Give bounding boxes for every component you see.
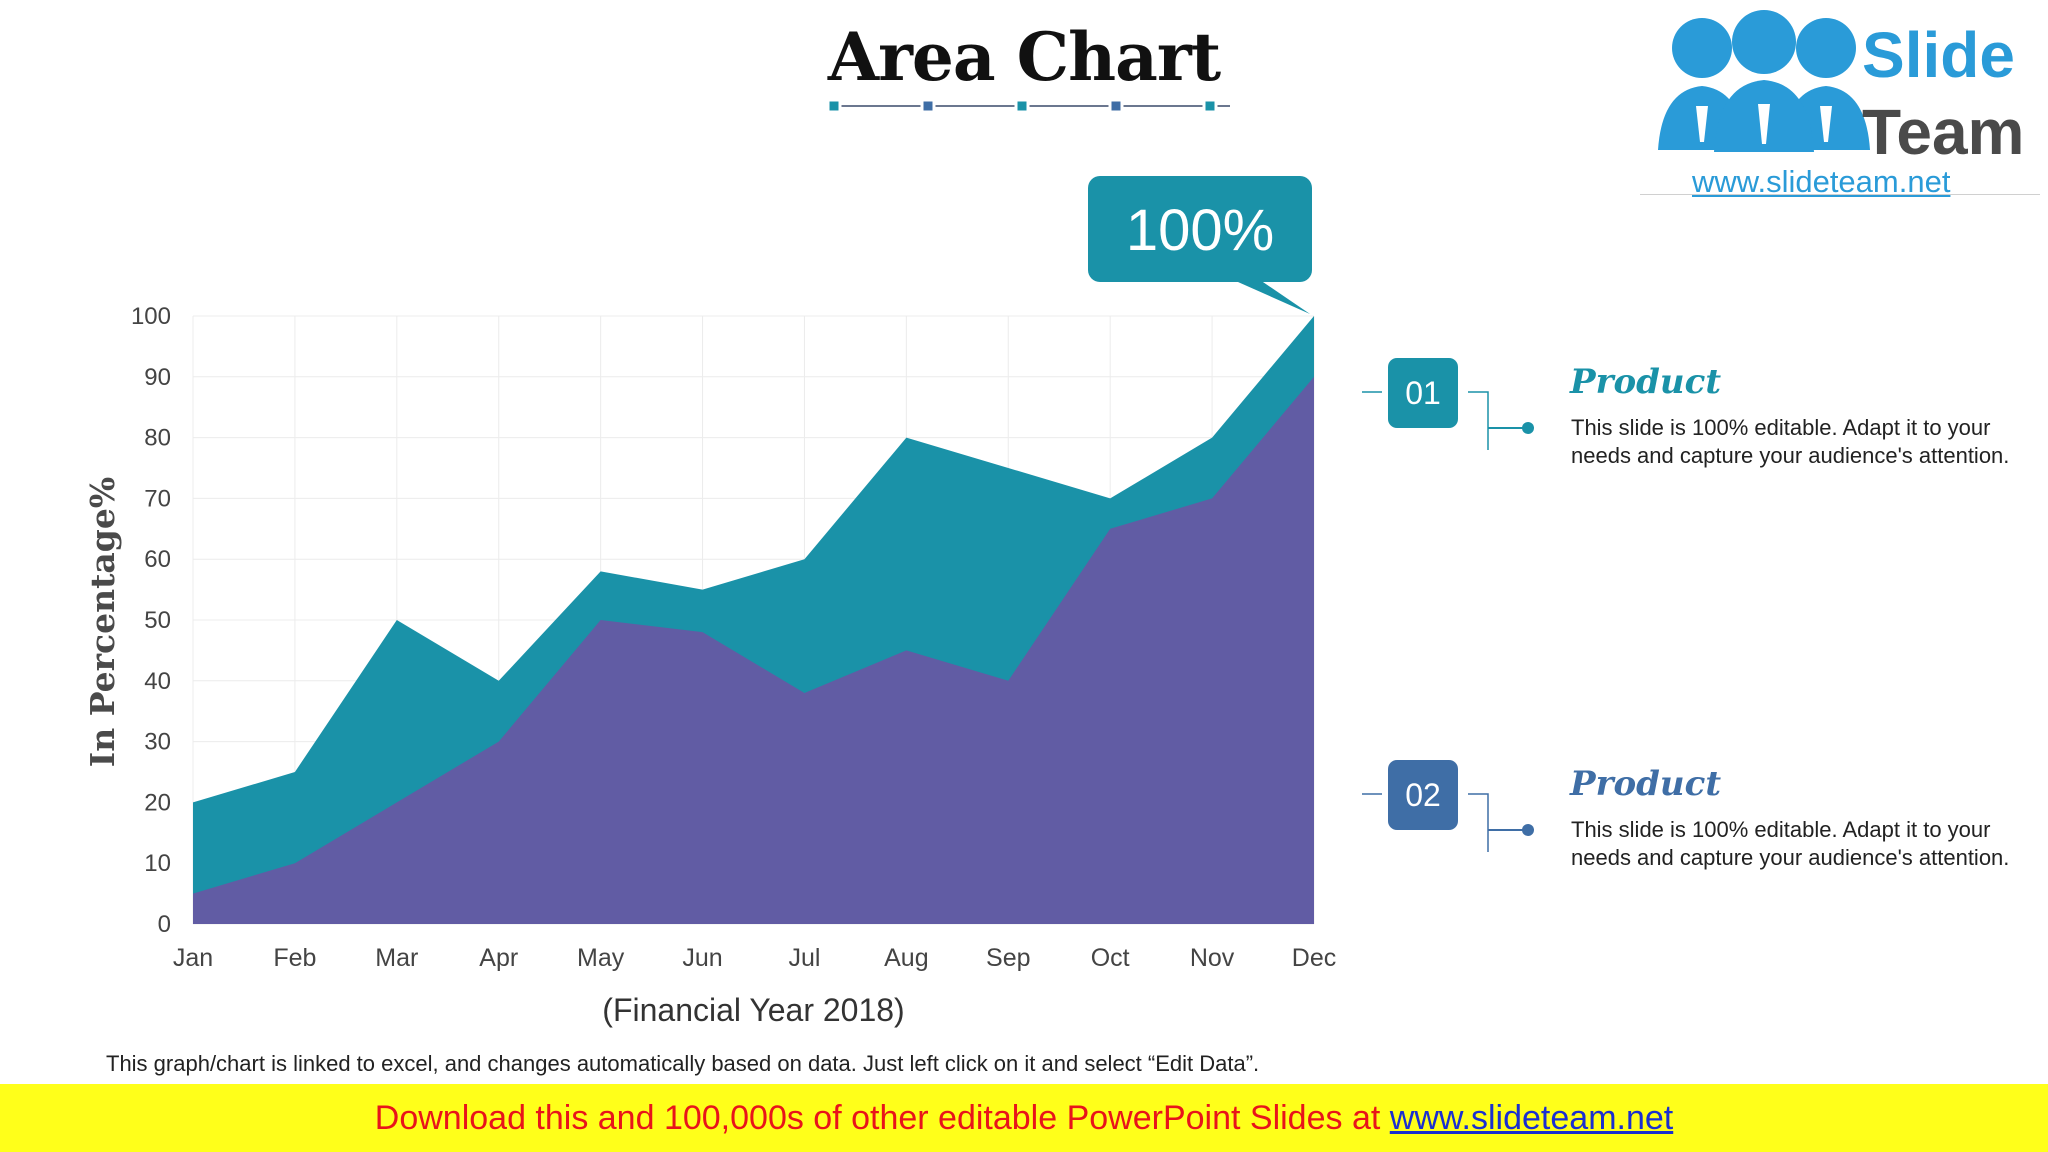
data-point-series-1[interactable] — [700, 587, 706, 593]
logo-word-slide: Slide — [1862, 19, 2015, 91]
data-point-series-2[interactable] — [292, 860, 298, 866]
data-point-series-2[interactable] — [700, 629, 706, 635]
y-tick-label: 0 — [158, 911, 171, 938]
y-tick-label: 10 — [144, 850, 171, 877]
banner-message: Download this and 100,000s of other edit… — [374, 1099, 1390, 1137]
slide-title: Area Chart — [827, 18, 1221, 96]
y-tick-label: 20 — [144, 789, 171, 816]
data-point-series-1[interactable] — [801, 556, 807, 562]
y-tick-label: 50 — [144, 607, 171, 634]
legend-description-2: This slide is 100% editable. Adapt it to… — [1571, 817, 2010, 870]
x-tick-label: Nov — [1190, 944, 1235, 972]
y-axis-title: In Percentage% — [83, 477, 122, 767]
y-tick-label: 80 — [144, 425, 171, 452]
legend-connector-2 — [1362, 793, 1534, 852]
download-banner — [0, 1084, 2048, 1152]
legend-title-2: Product — [1570, 764, 1722, 804]
data-point-series-2[interactable] — [496, 739, 502, 745]
data-point-series-1[interactable] — [1005, 465, 1011, 471]
x-tick-label: Sep — [986, 944, 1030, 972]
data-point-series-2[interactable] — [394, 799, 400, 805]
x-tick-label: Feb — [273, 944, 316, 972]
area-chart[interactable]: 0 10 20 30 40 50 60 70 80 90 100 Jan Feb Mar Apr May Jun… — [0, 160, 1360, 1040]
x-tick-label: Mar — [375, 944, 418, 972]
legend-number-badge-2: 02 — [1388, 760, 1458, 830]
data-point-series-1[interactable] — [1209, 435, 1215, 441]
y-tick-label: 90 — [144, 364, 171, 391]
x-tick-label: Aug — [884, 944, 928, 972]
title-decoration — [826, 98, 1230, 114]
x-tick-label: Jan — [173, 944, 213, 972]
slideteam-logo[interactable]: Slide Team www.slideteam.net — [1640, 0, 2040, 200]
data-point-series-1[interactable] — [496, 678, 502, 684]
y-tick-label: 70 — [144, 485, 171, 512]
logo-url-link[interactable]: www.slideteam.net — [1692, 164, 1951, 199]
data-point-series-2[interactable] — [1107, 526, 1113, 532]
area-series-2[interactable] — [193, 376, 1314, 924]
x-tick-label: Apr — [479, 944, 518, 972]
data-point-series-1[interactable] — [1107, 495, 1113, 501]
data-point-series-2[interactable] — [801, 690, 807, 696]
data-point-series-1[interactable] — [598, 568, 604, 574]
data-point-series-1[interactable] — [292, 769, 298, 775]
y-tick-label: 100 — [131, 303, 171, 330]
data-point-series-2[interactable] — [190, 891, 196, 897]
banner-link[interactable]: www.slideteam.net — [1389, 1099, 1674, 1137]
legend-connector-1-lines — [1362, 391, 1534, 450]
footer-note: This graph/chart is linked to excel, and… — [106, 1051, 1260, 1076]
data-point-series-1[interactable] — [394, 617, 400, 623]
data-point-series-1[interactable] — [903, 435, 909, 441]
download-banner-text: Download this and 100,000s of other edit… — [0, 1099, 2048, 1138]
data-point-series-1[interactable] — [190, 799, 196, 805]
logo-word-team: Team — [1862, 96, 2025, 168]
legend-description-1: This slide is 100% editable. Adapt it to… — [1571, 415, 2010, 468]
data-point-series-1[interactable] — [1311, 313, 1317, 319]
legend-title-1: Product — [1570, 362, 1722, 402]
people-icon — [1658, 10, 1870, 152]
data-point-series-2[interactable] — [1005, 678, 1011, 684]
y-tick-label: 60 — [144, 546, 171, 573]
x-tick-label: May — [577, 944, 625, 972]
callout-label: 100% — [1126, 198, 1274, 263]
data-point-series-2[interactable] — [1311, 374, 1317, 380]
logo-divider — [1640, 194, 2040, 195]
legend-number-badge-1: 01 — [1388, 358, 1458, 428]
x-tick-label: Jun — [682, 944, 722, 972]
x-tick-label: Dec — [1292, 944, 1336, 972]
y-tick-label: 40 — [144, 668, 171, 695]
data-point-series-2[interactable] — [1209, 495, 1215, 501]
x-axis-title: (Financial Year 2018) — [602, 992, 904, 1028]
x-tick-label: Oct — [1091, 944, 1130, 972]
data-point-series-2[interactable] — [903, 647, 909, 653]
callout-bubble — [1088, 176, 1312, 282]
data-point-series-2[interactable] — [598, 617, 604, 623]
callout-pointer — [1238, 280, 1310, 314]
x-tick-label: Jul — [788, 944, 820, 972]
y-tick-label: 30 — [144, 729, 171, 756]
